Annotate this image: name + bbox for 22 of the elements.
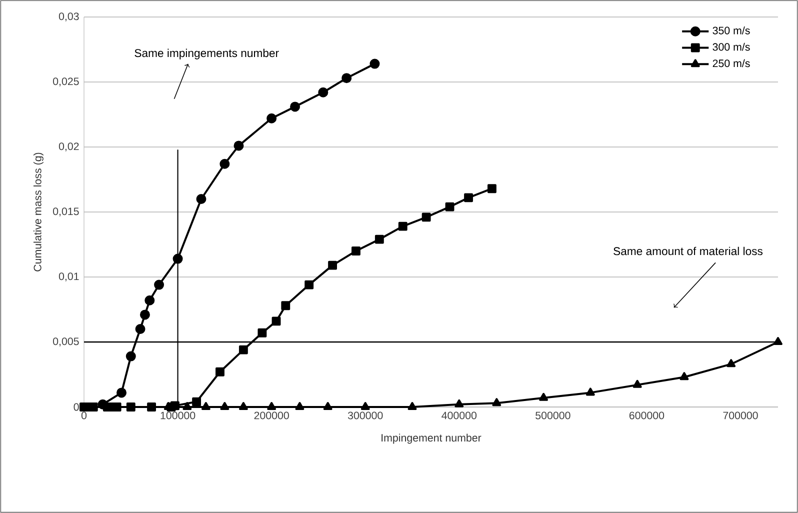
annotation: Same amount of material loss	[614, 246, 763, 256]
y-tick-label: 0,005	[53, 338, 79, 346]
x-tick-label: 300000	[348, 412, 383, 420]
x-tick-label: 0	[81, 412, 87, 420]
y-tick-label: 0,03	[58, 12, 79, 22]
x-tick-label: 400000	[442, 412, 477, 420]
annotation: Same impingements number	[134, 48, 279, 60]
x-tick-label: 600000	[629, 412, 664, 420]
y-tick-label: 0	[74, 403, 79, 411]
y-tick-label: 0,01	[58, 272, 79, 282]
legend-label: 350 m/s	[712, 26, 750, 34]
x-tick-label: 500000	[536, 412, 570, 420]
x-tick-label: 100000	[160, 412, 196, 420]
x-axis-title: Impingement number	[382, 434, 482, 444]
x-tick-label: 200000	[254, 412, 289, 420]
x-tick-label: 700000	[723, 412, 758, 420]
y-axis-title: Cumulative mass loss (g)	[33, 152, 44, 272]
legend-label: 300 m/s	[712, 42, 750, 51]
y-tick-label: 0,025	[53, 78, 79, 86]
legend-label: 250 m/s	[712, 59, 750, 68]
y-tick-label: 0,02	[58, 142, 79, 152]
y-tick-label: 0,015	[53, 208, 79, 216]
